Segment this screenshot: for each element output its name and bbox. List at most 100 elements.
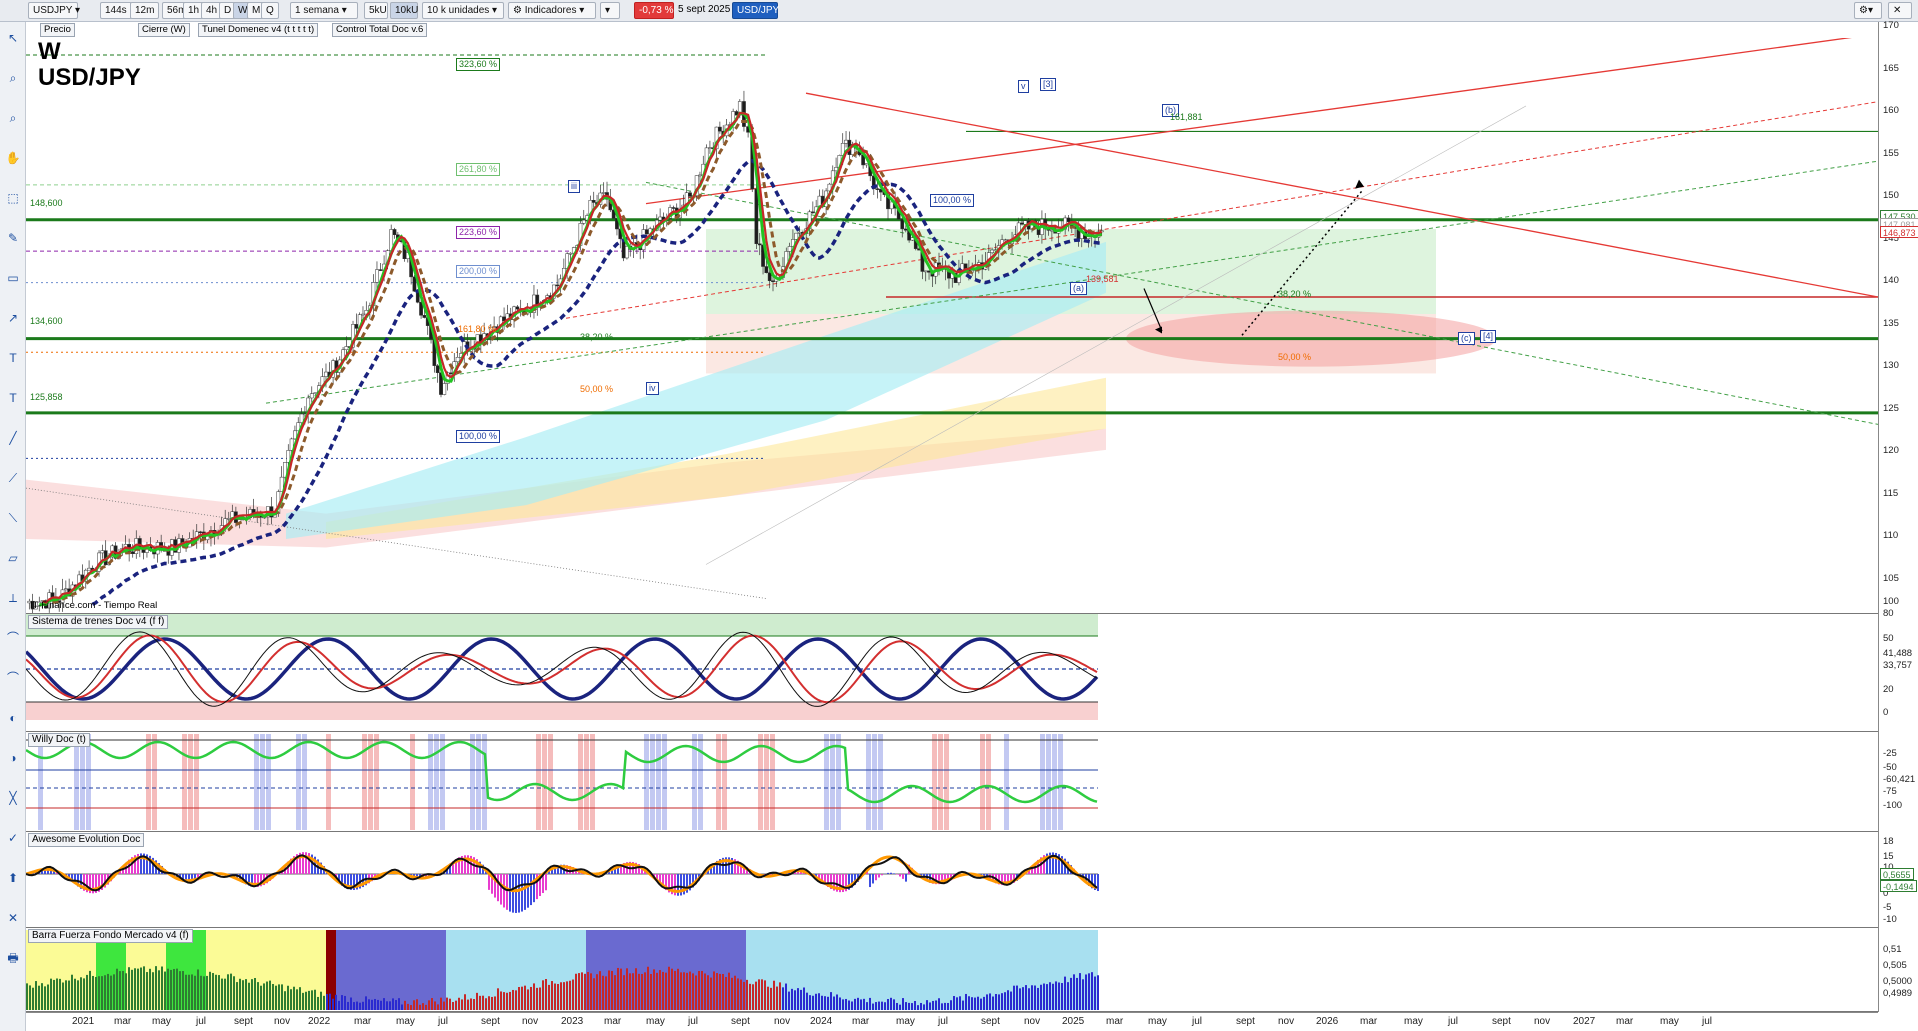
drawing-tools-button[interactable]: ▾ <box>600 2 620 19</box>
label-icon[interactable]: T <box>9 391 17 405</box>
print-icon[interactable]: 🖶 <box>7 951 19 965</box>
barra-bar <box>284 991 286 1010</box>
close-icon[interactable]: ✕ <box>1888 2 1912 19</box>
price-chart[interactable] <box>26 38 1878 614</box>
units-select[interactable]: 10 k unidades ▾ <box>422 2 504 19</box>
zoom-out-icon[interactable]: ⌕ <box>9 111 17 125</box>
pane-title[interactable]: Willy Doc (t) <box>28 733 90 747</box>
barra-bar <box>749 983 751 1010</box>
awesome-bar <box>665 874 667 891</box>
barra-bar <box>1037 987 1039 1010</box>
arrow-icon[interactable]: ↗ <box>7 311 19 325</box>
units-5k-button[interactable]: 5kU <box>364 2 388 19</box>
barra-fuerza-chart[interactable] <box>26 928 1878 1012</box>
delete-icon[interactable]: ╳ <box>9 791 17 805</box>
trenes-tick-label: 100 <box>1883 596 1899 607</box>
awesome-bar <box>83 874 85 891</box>
candle-body <box>844 139 848 144</box>
barra-bar <box>632 973 634 1010</box>
time-axis[interactable]: 2021 mar may jul sept nov 2022 mar may jul sept nov… <box>26 1012 1878 1031</box>
awesome-tick-label: 10 <box>1883 862 1894 873</box>
barra-bar <box>662 971 664 1010</box>
pane-title[interactable]: Awesome Evolution Doc <box>28 833 145 847</box>
rectangle-icon[interactable]: ▭ <box>7 271 19 285</box>
awesome-bar <box>302 852 304 874</box>
barra-bar <box>290 989 292 1010</box>
barra-bar <box>515 990 517 1010</box>
trend-line-icon[interactable]: ⟋ <box>8 471 18 485</box>
willy-bar <box>146 734 151 830</box>
barra-bar <box>68 980 70 1010</box>
awesome-bar <box>944 874 946 883</box>
hand-icon[interactable]: ✋ <box>5 151 21 165</box>
rect-select-icon[interactable]: ⬚ <box>7 191 19 205</box>
barra-bar <box>98 976 100 1010</box>
awesome-bar <box>689 874 691 891</box>
price-pane[interactable]: W USD/JPY IT-Finance.com - Tiempo Real 1… <box>26 38 1878 614</box>
barra-bar <box>836 994 838 1010</box>
timeframe-q[interactable]: Q <box>261 2 279 19</box>
cursor-icon[interactable]: ↖ <box>7 31 19 45</box>
channel-icon[interactable]: ▱ <box>8 551 18 565</box>
barra-bar <box>737 978 739 1010</box>
symbol-select[interactable]: USDJPY ▾ <box>28 2 80 19</box>
pencil-icon[interactable]: ✎ <box>7 231 19 245</box>
barra-background <box>336 930 446 1010</box>
line-icon[interactable]: ╱ <box>9 431 17 445</box>
chip-control-total[interactable]: Control Total Doc v.6 <box>332 23 428 37</box>
barra-bar <box>32 987 34 1010</box>
zoom-in-icon[interactable]: ⌕ <box>9 71 17 85</box>
projection-arrow-head <box>1355 179 1364 189</box>
awesome-bar <box>641 865 643 874</box>
timeframe-12m[interactable]: 12m <box>130 2 160 19</box>
check-icon[interactable]: ✓ <box>7 831 19 845</box>
timeframe-144s[interactable]: 144s <box>100 2 132 19</box>
awesome-bar <box>1043 855 1045 874</box>
window-menu-button[interactable]: ⚙▾ <box>1854 2 1882 19</box>
units-10k-button[interactable]: 10kU <box>390 2 418 19</box>
indicators-button[interactable]: ⚙ Indicadores ▾ <box>508 2 596 19</box>
barra-fuerza-pane[interactable]: Barra Fuerza Fondo Mercado v4 (f) <box>26 928 1878 1012</box>
awesome-bar <box>497 874 499 902</box>
pane-title[interactable]: Barra Fuerza Fondo Mercado v4 (f) <box>28 929 193 943</box>
pane-title[interactable]: Sistema de trenes Doc v4 (f f) <box>28 615 169 629</box>
awesome-value-tag: -0,1494 <box>1880 880 1917 892</box>
fan-icon[interactable]: ◑ <box>9 751 17 765</box>
barra-bar <box>29 985 31 1010</box>
awesome-pane[interactable]: Awesome Evolution Doc <box>26 832 1878 928</box>
willy-bar <box>878 734 883 830</box>
awesome-bar <box>836 874 838 892</box>
awesome-bar <box>536 874 538 900</box>
awesome-bar <box>353 874 355 891</box>
barra-tick-label: 0,5000 <box>1883 976 1913 987</box>
arc-icon[interactable]: ⌒ <box>6 631 19 645</box>
up-icon[interactable]: ⬆ <box>7 871 19 885</box>
period-select[interactable]: 1 semana ▾ <box>290 2 358 19</box>
chip-close[interactable]: Cierre (W) <box>138 23 190 37</box>
curve-icon[interactable]: ⌒ <box>6 671 19 685</box>
awesome-tick-label: 0 <box>1883 888 1889 899</box>
trenes-pane[interactable]: Sistema de trenes Doc v4 (f f) <box>26 614 1878 732</box>
remove-icon[interactable]: ✕ <box>7 911 19 925</box>
barra-bar <box>188 974 190 1010</box>
awesome-chart[interactable] <box>26 832 1878 928</box>
fib-icon[interactable]: ◐ <box>9 711 17 725</box>
time-tick-label: mar <box>114 1016 132 1027</box>
barra-bar <box>362 1001 364 1010</box>
fib-label: 161,80 % <box>458 324 497 334</box>
trenes-chart[interactable] <box>26 614 1878 732</box>
fib-label: 200,00 % <box>456 265 501 278</box>
chip-tunel-domenec[interactable]: Tunel Domenec v4 (t t t t t) <box>198 23 319 37</box>
awesome-bar <box>134 855 136 874</box>
price-axis[interactable]: 1701651601551501451401351301251201151101… <box>1878 20 1918 1012</box>
barra-bar <box>548 984 550 1010</box>
text-icon[interactable]: T <box>9 351 17 365</box>
willy-pane[interactable]: Willy Doc (t) <box>26 732 1878 832</box>
timeframe-1h[interactable]: 1h <box>183 2 205 19</box>
price-tick-label: 120 <box>1883 445 1899 456</box>
ray-icon[interactable]: ⟍ <box>8 511 18 525</box>
willy-chart[interactable] <box>26 732 1878 832</box>
vertical-line-icon[interactable]: ⟂ <box>8 591 17 605</box>
chip-price[interactable]: Precio <box>40 23 75 37</box>
candle-body <box>864 163 869 166</box>
